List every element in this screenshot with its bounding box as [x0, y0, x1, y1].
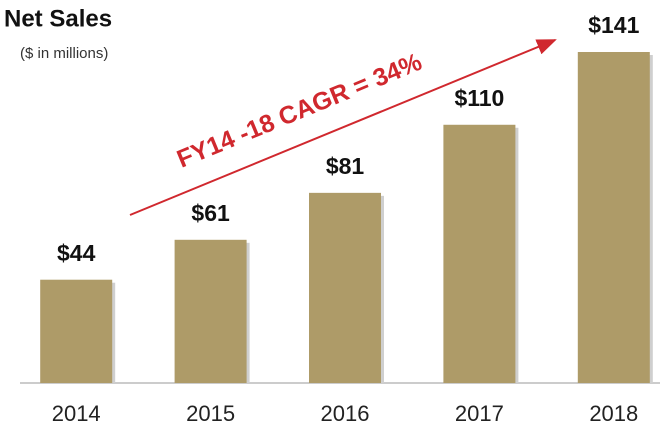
value-label: $61 — [191, 200, 230, 226]
x-tick-label: 2018 — [589, 401, 638, 426]
bar — [443, 124, 516, 384]
bar — [577, 52, 650, 383]
value-label: $141 — [588, 12, 639, 38]
value-label: $44 — [57, 240, 96, 266]
value-label: $81 — [326, 153, 365, 179]
chart-subtitle: ($ in millions) — [20, 45, 108, 62]
bar — [40, 279, 113, 383]
annotation: FY14 -18 CAGR = 34% — [173, 48, 426, 174]
trend-arrow — [129, 39, 557, 216]
x-tick-label: 2016 — [321, 401, 370, 426]
value-label: $110 — [454, 85, 504, 111]
bar — [309, 192, 381, 383]
x-tick-label: 2014 — [52, 401, 101, 426]
x-tick-label: 2017 — [455, 401, 504, 426]
bar — [174, 239, 247, 383]
chart-title: Net Sales — [4, 5, 112, 32]
x-tick-label: 2015 — [186, 401, 235, 426]
